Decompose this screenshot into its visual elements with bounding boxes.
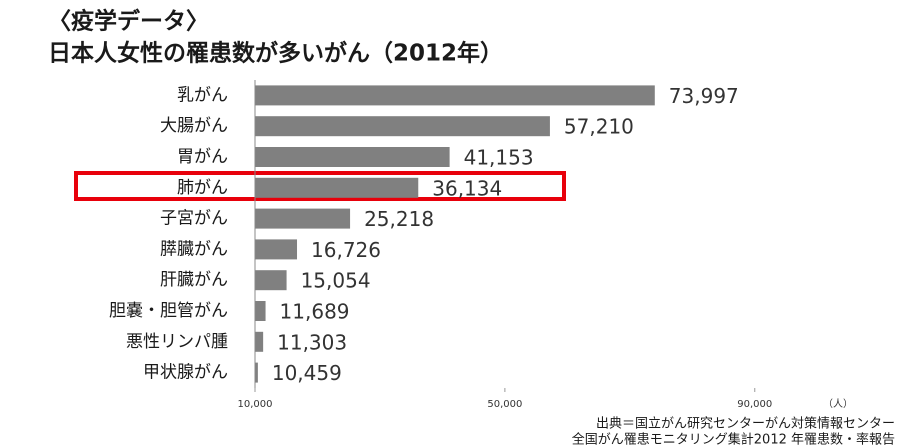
x-tick-label: 50,000 — [487, 399, 522, 410]
bar — [255, 301, 266, 321]
highlight-box — [74, 171, 566, 201]
category-label: 大腸がん — [160, 116, 228, 136]
x-axis-unit: （人） — [823, 398, 853, 410]
value-label: 41,153 — [464, 146, 534, 170]
category-label: 悪性リンパ腫 — [126, 332, 228, 352]
x-tick-label: 90,000 — [737, 399, 772, 410]
chart-title: 〈疫学データ〉 — [48, 8, 209, 35]
value-label: 16,726 — [311, 238, 381, 262]
chart-subtitle: 日本人女性の罹患数が多いがん（2012年） — [48, 40, 503, 67]
value-label: 25,218 — [364, 207, 434, 231]
category-label: 胆嚢・胆管がん — [109, 301, 228, 321]
bar — [255, 331, 264, 352]
category-label: 肝臓がん — [160, 270, 228, 290]
x-tick-label: 10,000 — [238, 399, 273, 410]
category-label: 肺がん — [177, 178, 228, 198]
value-label: 10,459 — [272, 361, 342, 385]
bar — [255, 85, 655, 106]
bar — [255, 208, 351, 229]
category-label: 子宮がん — [160, 209, 228, 229]
bar — [255, 239, 298, 260]
value-label: 15,054 — [301, 269, 371, 293]
value-label: 57,210 — [564, 115, 634, 139]
bar — [255, 177, 419, 198]
value-label: 36,134 — [432, 176, 502, 200]
bar — [255, 116, 550, 137]
category-label: 乳がん — [177, 85, 228, 105]
bar — [255, 147, 450, 167]
source-line: 出典＝国立がん研究センターがん対策情報センター — [596, 416, 895, 432]
value-label: 11,303 — [277, 330, 347, 354]
category-label: 胃がん — [177, 147, 228, 167]
category-label: 甲状腺がん — [143, 363, 228, 383]
value-label: 11,689 — [280, 300, 350, 324]
bar — [255, 270, 287, 291]
value-label: 73,997 — [669, 84, 739, 108]
source-line: 全国がん罹患モニタリング集計2012 年罹患数・率報告 — [572, 432, 895, 448]
category-label: 膵臓がん — [160, 239, 228, 259]
bar — [255, 362, 258, 383]
